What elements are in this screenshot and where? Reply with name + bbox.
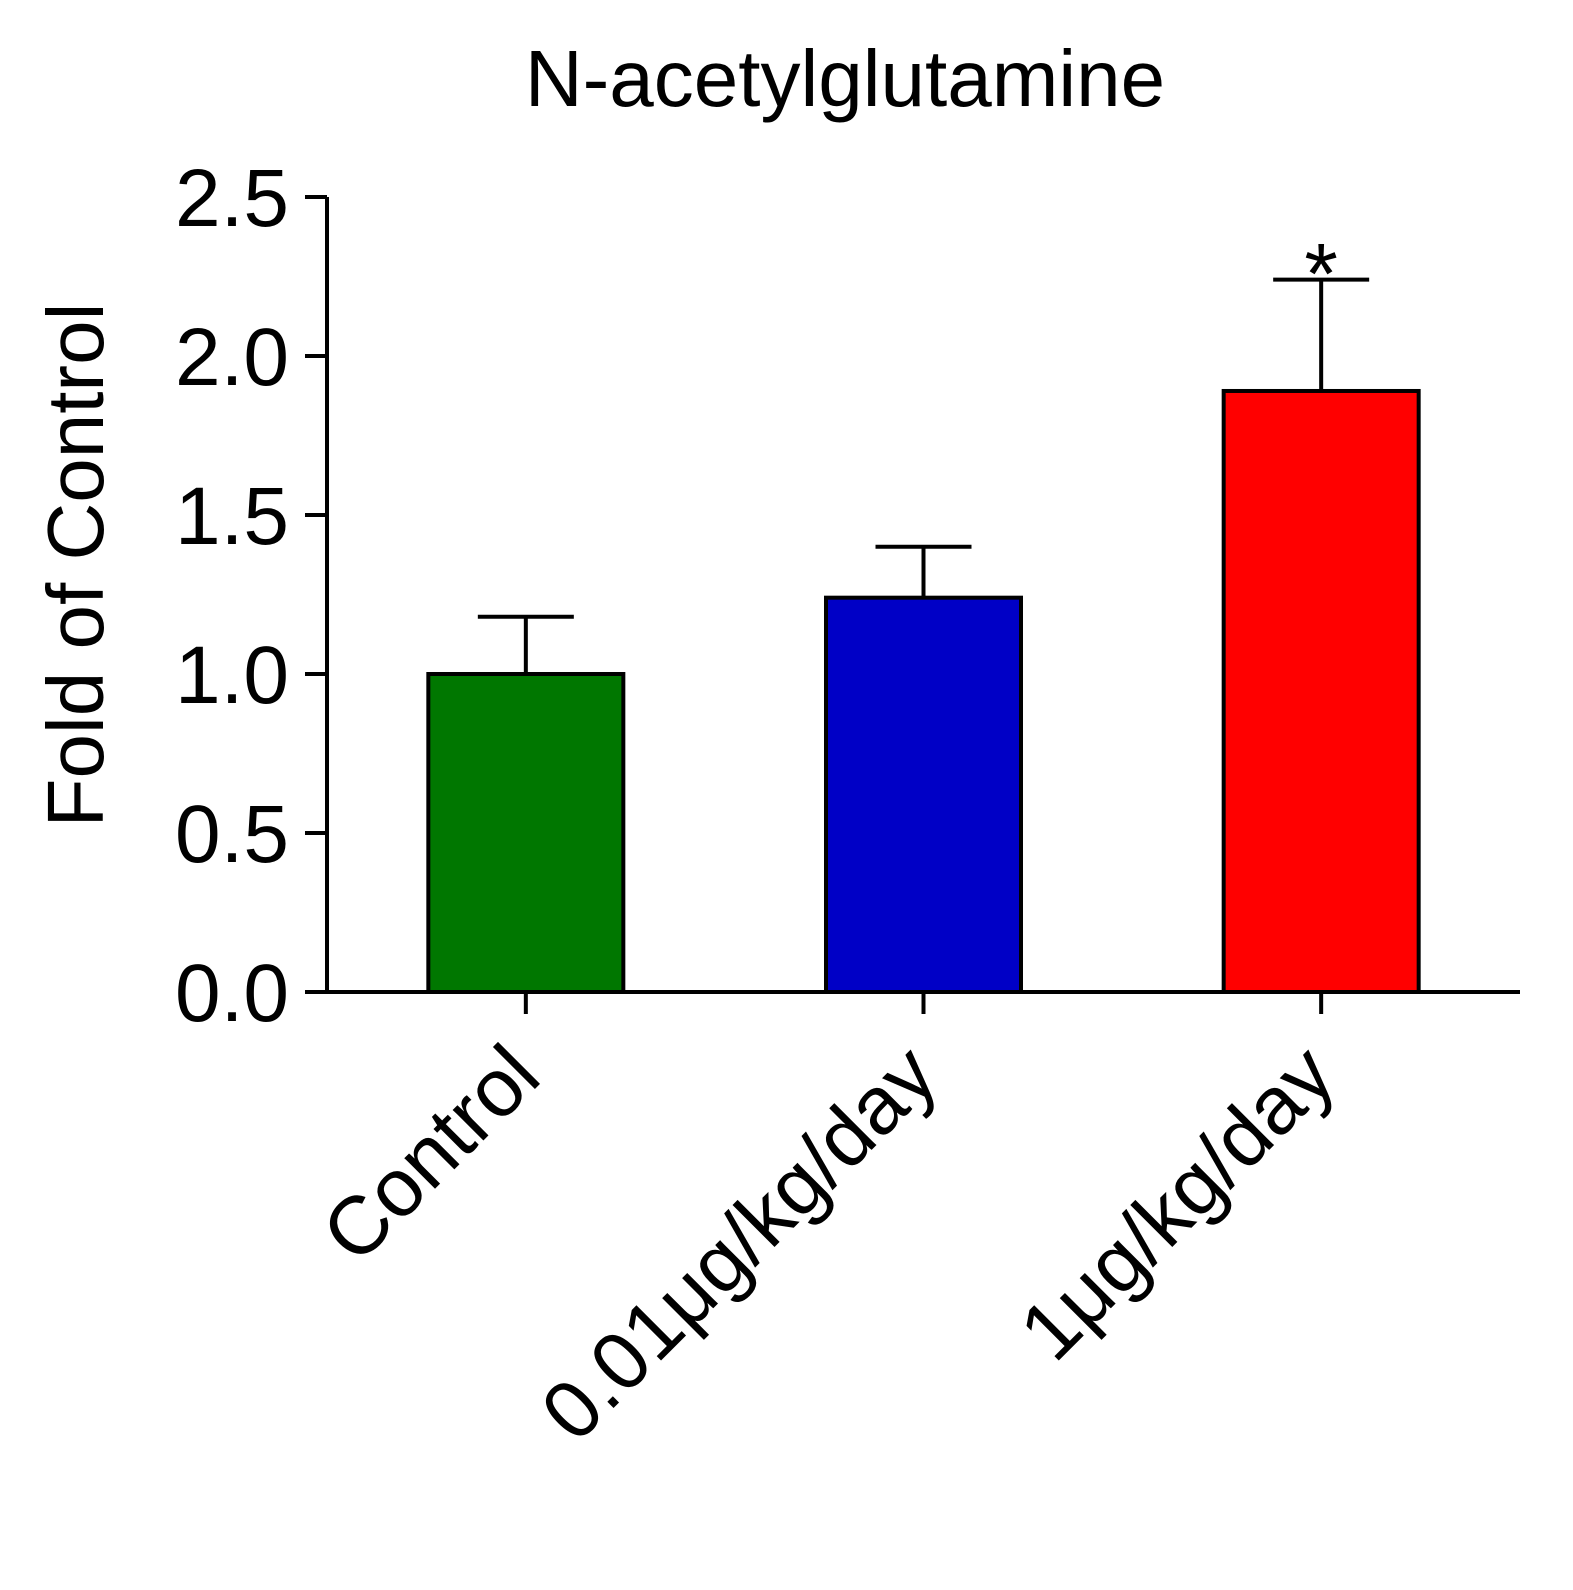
chart-title: N-acetylglutamine — [525, 34, 1165, 123]
x-tick-label: 0.01μg/kg/day — [524, 1028, 954, 1458]
bars — [426, 388, 1421, 995]
y-axis-ticks: 0.0 0.5 1.0 1.5 2.0 2.5 — [175, 153, 327, 1039]
y-tick-label: 2.0 — [175, 312, 289, 403]
y-tick-label: 1.5 — [175, 471, 289, 562]
y-tick-label: 0.5 — [175, 789, 289, 880]
y-axis-label: Fold of Control — [31, 303, 120, 828]
x-axis-ticks — [523, 992, 1324, 1014]
x-tick-label: 1μg/kg/day — [1003, 1028, 1352, 1377]
x-tick-label: Control — [305, 1028, 556, 1279]
significance-marker: * — [1304, 227, 1337, 323]
error-bars — [477, 277, 1370, 674]
y-tick-label: 2.5 — [175, 153, 289, 244]
y-tick-label: 0.0 — [175, 948, 289, 1039]
significance-annotations: * — [1304, 227, 1337, 323]
bar — [1221, 388, 1421, 995]
y-tick-label: 1.0 — [175, 630, 289, 721]
bar — [824, 595, 1023, 994]
bar — [426, 672, 626, 994]
